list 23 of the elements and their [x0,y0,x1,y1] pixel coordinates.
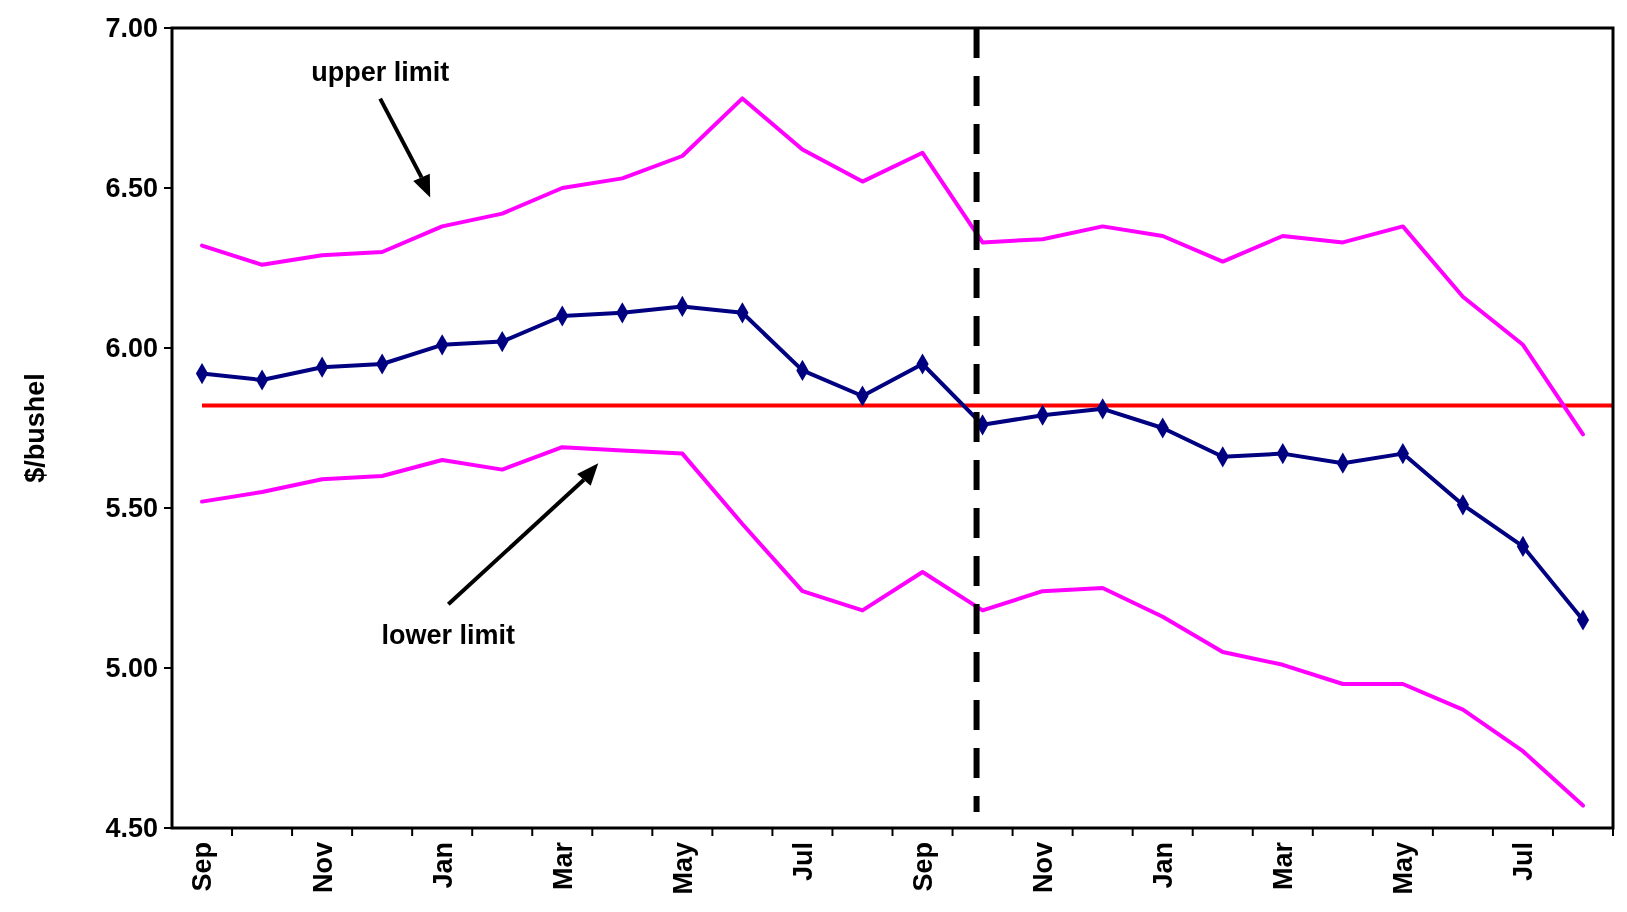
line-series [200,445,1585,808]
x-tick-label: Nov [1028,842,1059,894]
x-tick-label: Mar [1268,841,1299,891]
y-tick-label: 7.00 [105,13,158,44]
y-tick-label: 6.00 [105,333,158,364]
y-tick-label: 6.50 [105,173,158,204]
y-axis-title: $/bushel [20,373,50,483]
x-tick-label: May [1388,842,1419,895]
x-tick-label: Sep [187,842,218,892]
y-tick-label: 5.00 [105,653,158,684]
x-tick-label: Jan [427,842,458,889]
x-tick-label: May [667,842,698,895]
x-tick-label: Jul [787,842,818,882]
line-series [200,96,1585,437]
y-tick-label: 5.50 [105,493,158,524]
annotation: upper limit [311,56,450,87]
x-tick-label: Sep [907,842,938,892]
annotation: lower limit [381,620,516,651]
x-tick-label: Mar [547,841,578,891]
x-tick-label: Jan [1148,842,1179,889]
x-tick-label: Jul [1508,842,1539,882]
x-tick-label: Nov [307,842,338,894]
y-tick-label: 4.50 [105,813,158,844]
